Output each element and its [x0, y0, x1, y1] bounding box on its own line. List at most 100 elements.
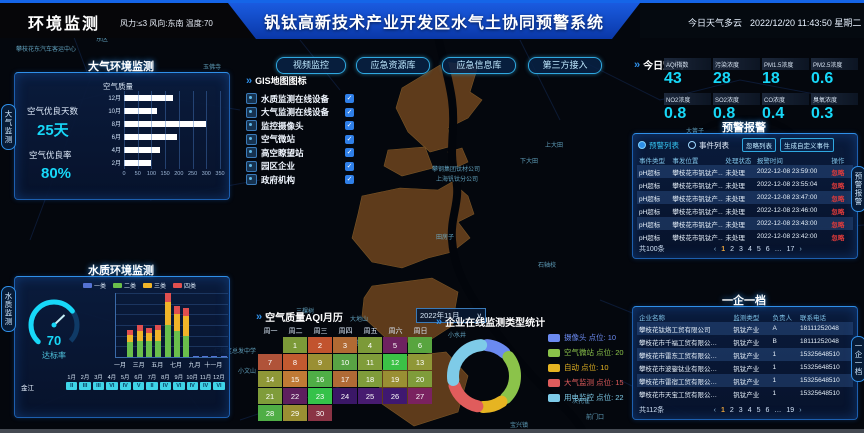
side-tab-alarm[interactable]: 预警报警	[851, 166, 864, 212]
calendar-day-cell[interactable]: 26	[383, 388, 407, 404]
layer-checkbox[interactable]: ✓	[345, 175, 354, 185]
calendar-day-cell[interactable]: 4	[358, 337, 382, 353]
table-row[interactable]: 攀枝花市波鋆钛业有限公… 钒钛产业 1 15325648510	[637, 361, 853, 374]
calendar-day-cell[interactable]: 30	[308, 405, 332, 421]
page-number[interactable]: 4	[747, 406, 752, 414]
calendar-day-cell[interactable]: 6	[408, 337, 432, 353]
radio-button[interactable]	[688, 141, 696, 149]
grade-cell[interactable]: V	[132, 382, 145, 390]
calendar-day-cell[interactable]: 16	[308, 371, 332, 387]
page-number[interactable]: 2	[730, 245, 735, 253]
grade-cell[interactable]: IV	[186, 382, 198, 390]
table-row[interactable]: 攀枝花市雷东工贸有限公… 钒钛产业 1 15325648510	[637, 348, 853, 361]
calendar-day-cell[interactable]: 29	[283, 405, 307, 421]
calendar-day-cell[interactable]: 12	[383, 354, 407, 370]
table-row[interactable]: 攀枝花市雷宿工贸有限公… 钒钛产业 1 15325648510	[637, 374, 853, 387]
toolbar-button[interactable]: 应急信息库	[442, 57, 516, 74]
layer-checkbox[interactable]: ✓	[345, 121, 354, 131]
page-number[interactable]: 6	[765, 245, 770, 253]
calendar-day-cell[interactable]: 2	[308, 337, 332, 353]
radio-button[interactable]	[638, 141, 646, 149]
page-number[interactable]: 17	[786, 245, 795, 253]
layer-checkbox[interactable]: ✓	[345, 107, 354, 117]
calendar-day-cell[interactable]: 14	[258, 371, 282, 387]
table-row[interactable]: 攀枝花市天宝工贸有限公… 钒钛产业 1 15325648510	[637, 387, 853, 400]
page-number[interactable]: 1	[720, 406, 725, 414]
calendar-day-cell[interactable]: 19	[383, 371, 407, 387]
calendar-day-cell[interactable]: 28	[258, 405, 282, 421]
grade-cell[interactable]: III	[79, 382, 91, 390]
table-row[interactable]: pH超标 攀枝花市钒钛产… 未处理 2022-12-08 23:43:00 忽略	[637, 217, 853, 230]
table-row[interactable]: 攀枝花钛烙工贸有限公司 钒钛产业 A 18111252048	[637, 322, 853, 335]
alarm-action-button[interactable]: 忽略列表	[742, 138, 776, 152]
calendar-day-cell[interactable]: 15	[283, 371, 307, 387]
page-number[interactable]: …	[774, 245, 782, 253]
page-number[interactable]: 2	[729, 406, 734, 414]
calendar-day-cell[interactable]: 21	[258, 388, 282, 404]
layer-checkbox[interactable]: ✓	[345, 134, 354, 144]
calendar-day-cell[interactable]: 8	[283, 354, 307, 370]
side-tab-enterprise[interactable]: 一企一档	[851, 336, 864, 382]
layer-menu-item[interactable]: 园区企业 ✓	[246, 160, 354, 174]
calendar-day-cell[interactable]: 25	[358, 388, 382, 404]
calendar-day-cell[interactable]: 5	[383, 337, 407, 353]
layer-menu-item[interactable]: 政府机构 ✓	[246, 173, 354, 187]
page-number[interactable]: 6	[765, 406, 770, 414]
page-number[interactable]: 3	[738, 406, 743, 414]
calendar-day-cell[interactable]: 18	[358, 371, 382, 387]
layer-menu-item[interactable]: 大气监测在线设备 ✓	[246, 106, 354, 120]
calendar-day-cell[interactable]: 3	[333, 337, 357, 353]
table-row[interactable]: pH超标 攀枝花市钒钛产… 未处理 2022-12-08 23:59:00 忽略	[637, 165, 853, 178]
calendar-day-cell[interactable]: 24	[333, 388, 357, 404]
layer-menu-item[interactable]: 高空瞭望站 ✓	[246, 146, 354, 160]
calendar-day-cell[interactable]: 22	[283, 388, 307, 404]
month-select-dropdown[interactable]: 2022年11月 ∨	[416, 308, 486, 323]
page-number[interactable]: 3	[739, 245, 743, 253]
grade-cell[interactable]: VI	[173, 382, 185, 390]
page-number[interactable]: 1	[721, 245, 726, 253]
row-ignore-action[interactable]: 忽略	[831, 169, 845, 177]
row-ignore-action[interactable]: 忽略	[831, 195, 845, 203]
radio-label[interactable]: 预警列表	[649, 140, 679, 150]
grade-cell[interactable]: II	[66, 382, 78, 390]
grade-cell[interactable]: VI	[106, 382, 118, 390]
side-tab-water-monitor[interactable]: 水质监测	[1, 286, 16, 332]
page-number[interactable]: 5	[756, 406, 761, 414]
page-prev[interactable]: ‹	[713, 245, 717, 253]
page-next[interactable]: ›	[799, 245, 802, 253]
layer-menu-item[interactable]: 水质监测在线设备 ✓	[246, 92, 354, 106]
layer-checkbox[interactable]: ✓	[345, 148, 354, 158]
row-ignore-action[interactable]: 忽略	[831, 208, 845, 216]
radio-label[interactable]: 事件列表	[699, 140, 729, 150]
calendar-day-cell[interactable]: 27	[408, 388, 432, 404]
calendar-day-cell[interactable]: 1	[283, 337, 307, 353]
page-next[interactable]: ›	[799, 406, 802, 414]
grade-cell[interactable]: IV	[199, 382, 212, 390]
calendar-day-cell[interactable]: 10	[333, 354, 357, 370]
grade-cell[interactable]: II	[146, 382, 158, 390]
alarm-action-button[interactable]: 生成自定义事件	[780, 138, 834, 152]
row-ignore-action[interactable]: 忽略	[831, 221, 845, 229]
layer-menu-item[interactable]: 空气微站 ✓	[246, 133, 354, 147]
grade-cell[interactable]: IV	[159, 382, 172, 390]
grade-cell[interactable]: IV	[119, 382, 131, 390]
calendar-day-cell[interactable]: 11	[358, 354, 382, 370]
toolbar-button[interactable]: 视频监控	[276, 57, 346, 74]
table-row[interactable]: 攀枝花市千福工贸有限公… 钒钛产业 B 18111252048	[637, 335, 853, 348]
grade-cell[interactable]: VI	[213, 382, 225, 390]
table-row[interactable]: pH超标 攀枝花市钒钛产… 未处理 2022-12-08 23:47:00 忽略	[637, 191, 853, 204]
layer-checkbox[interactable]: ✓	[345, 94, 354, 104]
toolbar-button[interactable]: 第三方接入	[528, 57, 602, 74]
row-ignore-action[interactable]: 忽略	[831, 182, 845, 190]
page-prev[interactable]: ‹	[713, 406, 716, 414]
page-number[interactable]: 4	[747, 245, 752, 253]
row-ignore-action[interactable]: 忽略	[831, 234, 845, 242]
calendar-day-cell[interactable]: 13	[408, 354, 432, 370]
page-number[interactable]: 5	[756, 245, 761, 253]
layer-checkbox[interactable]: ✓	[345, 161, 354, 171]
calendar-day-cell[interactable]: 17	[333, 371, 357, 387]
calendar-day-cell[interactable]: 9	[308, 354, 332, 370]
table-row[interactable]: pH超标 攀枝花市钒钛产… 未处理 2022-12-08 23:46:00 忽略	[637, 204, 853, 217]
grade-cell[interactable]: III	[92, 382, 105, 390]
